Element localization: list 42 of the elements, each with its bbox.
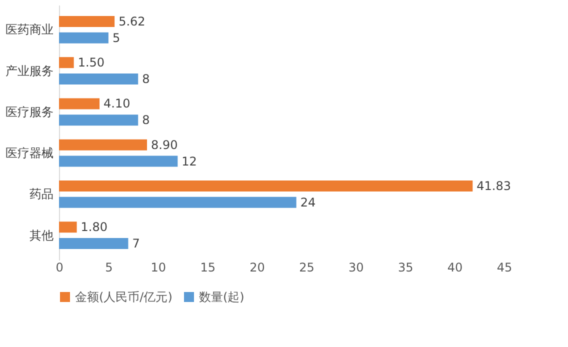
bar <box>59 114 138 126</box>
data-label: 24 <box>300 195 316 210</box>
data-label: 4.10 <box>104 96 130 111</box>
bar <box>59 98 100 110</box>
x-tick-label: 0 <box>56 260 64 274</box>
data-label: 1.50 <box>78 56 105 70</box>
bar <box>59 238 128 250</box>
y-tick-label: 医疗器械 <box>6 146 54 160</box>
y-tick-label: 产业服务 <box>6 64 54 78</box>
x-tick-label: 40 <box>447 260 463 274</box>
y-tick-label: 医疗服务 <box>6 104 54 119</box>
data-label: 7 <box>132 236 140 251</box>
legend-label: 金额(人民币/亿元) <box>75 290 172 304</box>
data-label: 12 <box>182 154 197 168</box>
bar <box>59 139 148 150</box>
data-label: 8.90 <box>151 138 178 152</box>
data-label: 8 <box>142 113 150 128</box>
bar <box>59 180 473 192</box>
data-label: 1.80 <box>80 220 108 234</box>
data-label: 41.83 <box>476 178 512 193</box>
bar <box>59 57 74 68</box>
y-tick-label: 其他 <box>30 228 54 242</box>
x-tick-label: 5 <box>105 260 113 274</box>
y-tick-label: 药品 <box>30 187 54 202</box>
legend-label: 数量(起) <box>199 290 244 304</box>
bar <box>59 222 77 233</box>
x-tick-label: 10 <box>150 260 166 274</box>
bar <box>59 16 115 27</box>
bar <box>59 74 138 85</box>
y-tick-label: 医药商业 <box>6 22 54 37</box>
x-tick-label: 15 <box>200 260 216 274</box>
bar <box>59 196 296 208</box>
x-tick-label: 30 <box>348 260 364 274</box>
x-tick-label: 45 <box>496 260 512 274</box>
data-label: 5.62 <box>118 14 146 28</box>
data-label: 5 <box>112 30 120 45</box>
data-label: 8 <box>142 72 150 86</box>
x-tick-label: 20 <box>250 260 265 274</box>
bar <box>59 32 108 44</box>
bar <box>59 156 178 167</box>
x-tick-label: 35 <box>398 260 414 274</box>
x-tick-label: 25 <box>299 260 314 274</box>
